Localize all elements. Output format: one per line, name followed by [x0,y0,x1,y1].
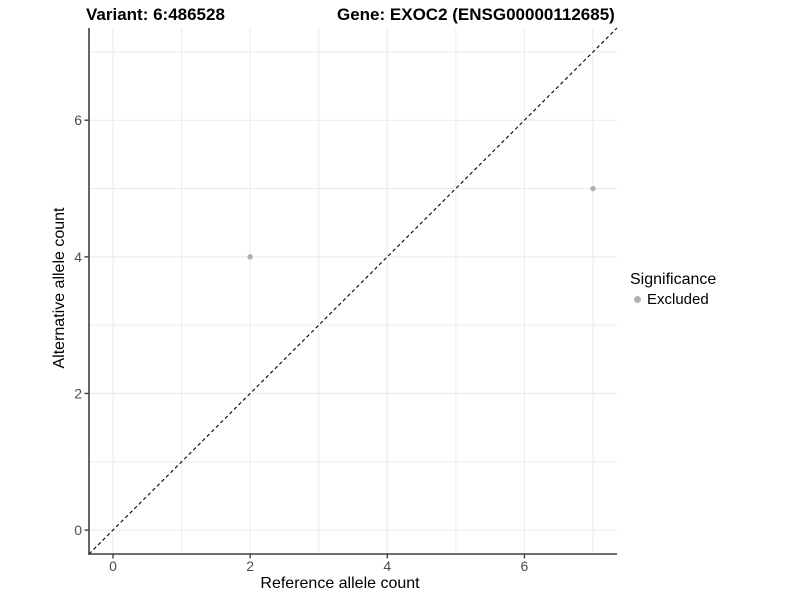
y-tick-label: 2 [74,385,82,401]
identity-dashed-line [88,27,618,555]
data-point [247,254,253,260]
data-point [590,185,596,192]
y-tick-label: 6 [74,112,82,128]
legend-item-excluded: Excluded [630,290,716,309]
x-axis-title: Reference allele count [260,575,420,592]
y-tick-label: 4 [74,249,82,265]
legend-title: Significance [630,271,717,288]
x-tick-label: 0 [109,558,117,574]
legend: Significance Excluded [630,270,716,309]
plot-title-variant: Variant: 6:486528 [86,5,225,24]
y-axis-title: Alternative allele count [51,207,68,369]
legend-item-label: Excluded [647,291,709,308]
plot-title-gene: Gene: EXOC2 (ENSG00000112685) [337,5,615,24]
x-tick-label: 4 [383,558,391,574]
y-tick-label: 0 [74,522,82,538]
x-tick-label: 2 [246,558,254,574]
x-tick-label: 6 [521,558,529,574]
legend-point-icon [634,296,641,303]
